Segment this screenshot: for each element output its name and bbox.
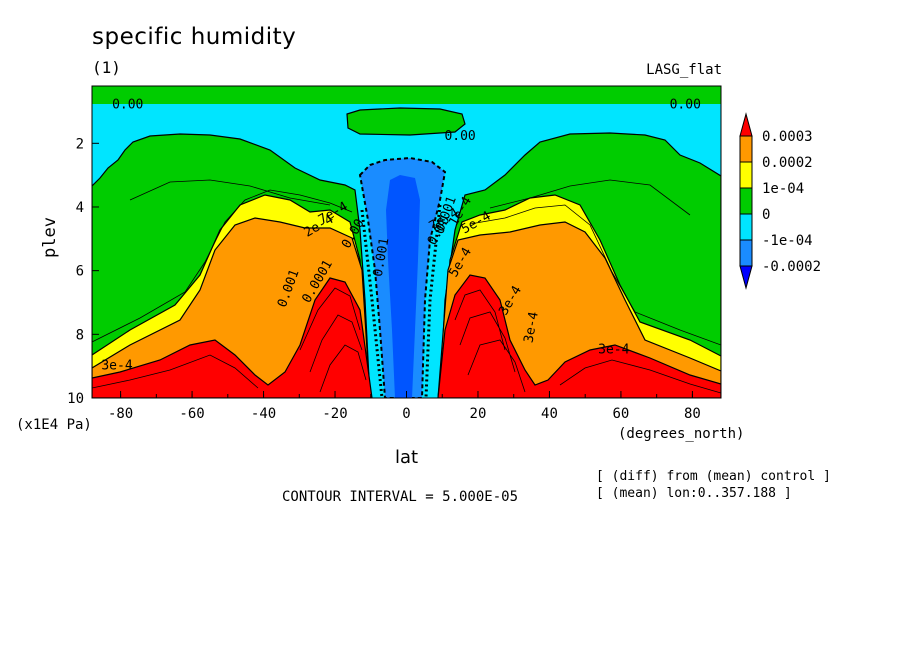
contour-hatch-left [360, 209, 384, 398]
x-axis-label: lat [395, 447, 419, 468]
y-axis-unit: (x1E4 Pa) [16, 417, 92, 433]
chart-subtitle: (1) [92, 58, 121, 77]
colorbar-level-label: -1e-04 [762, 233, 813, 249]
contour-value-label: 0.00 [112, 97, 143, 112]
x-tick-label: 20 [470, 406, 487, 422]
x-axis-ticks: -80 -60 -40 -20 0 20 40 60 80 [108, 391, 701, 422]
colorbar-swatch [739, 135, 753, 163]
contour-value-label: 3e-4 [598, 342, 629, 357]
contour-hatch-right [424, 204, 442, 398]
contour-value-label: 3e-4 [101, 358, 132, 373]
colorbar-level-label: -0.0002 [762, 259, 821, 275]
contour-lines-right [454, 179, 721, 394]
colorbar-swatch [739, 213, 753, 241]
mean-note: [ (mean) lon:0..357.188 ] [596, 486, 792, 501]
diff-note: [ (diff) from (mean) control ] [596, 469, 831, 484]
chart-title: specific humidity [92, 24, 297, 50]
colorbar: 0.0003 0.0002 1e-04 0 -1e-04 -0.0002 [739, 112, 821, 290]
x-axis-unit: (degrees_north) [618, 426, 745, 442]
contour-value-label: 3e-4 [522, 310, 542, 344]
colorbar-swatch [739, 187, 753, 215]
x-tick-label: -40 [251, 406, 276, 422]
model-label: LASG_flat [646, 62, 722, 78]
contour-fields [92, 86, 721, 398]
colorbar-swatch [739, 161, 753, 189]
colorbar-bottom-arrow [739, 265, 753, 290]
field-top-zero [92, 86, 721, 104]
x-tick-label: 0 [402, 406, 410, 422]
colorbar-level-label: 0 [762, 207, 770, 223]
contour-value-label: 0.00 [670, 97, 701, 112]
y-tick-label: 6 [76, 264, 84, 280]
x-tick-label: 40 [541, 406, 558, 422]
colorbar-swatch [739, 239, 753, 267]
field-3e4-right [437, 274, 721, 398]
y-axis-ticks: 2 4 6 8 10 [67, 136, 99, 407]
y-tick-label: 8 [76, 327, 84, 343]
x-tick-label: -60 [179, 406, 204, 422]
contour-interval: CONTOUR INTERVAL = 5.000E-05 [282, 489, 519, 505]
contour-lines-left [92, 179, 367, 393]
field-zero-center [346, 107, 466, 136]
colorbar-level-label: 1e-04 [762, 181, 804, 197]
colorbar-level-label: 0.0003 [762, 129, 813, 145]
colorbar-level-label: 0.0002 [762, 155, 813, 171]
contour-value-label: 0.001 [371, 237, 393, 278]
contour-value-label: 0.00 [444, 129, 475, 144]
y-tick-label: 2 [76, 136, 84, 152]
x-tick-label: -80 [108, 406, 133, 422]
x-tick-label: 60 [613, 406, 630, 422]
x-tick-label: -20 [322, 406, 347, 422]
field-3e4-left [92, 277, 373, 398]
colorbar-top-arrow [739, 112, 753, 137]
field-neg3e4-center [386, 175, 420, 398]
x-tick-label: 80 [684, 406, 701, 422]
y-tick-label: 10 [67, 391, 84, 407]
y-tick-label: 4 [76, 200, 84, 216]
